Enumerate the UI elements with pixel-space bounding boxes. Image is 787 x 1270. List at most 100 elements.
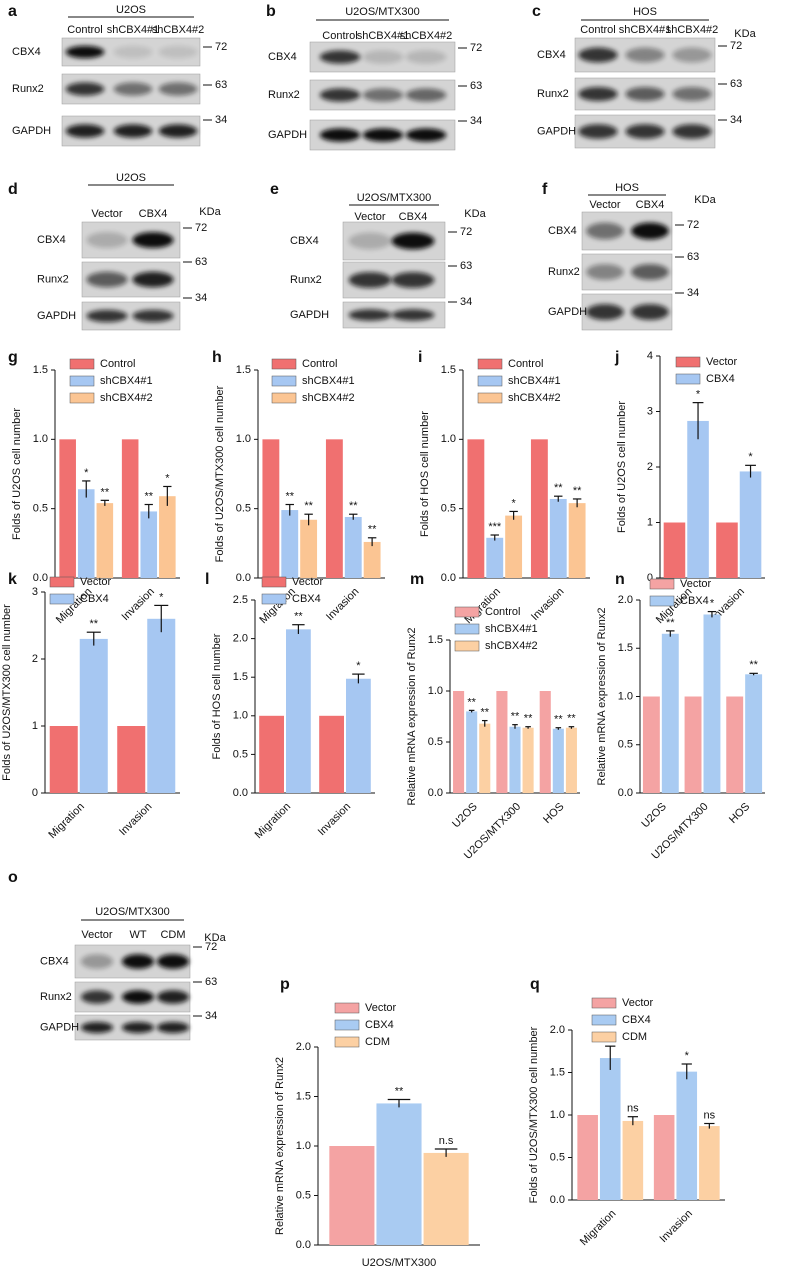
band [80, 990, 114, 1004]
legend-swatch [649, 595, 675, 607]
lane-label: CDM [160, 929, 185, 941]
significance-label: ** [567, 713, 576, 725]
bar [344, 516, 362, 578]
bar [703, 614, 721, 793]
band [578, 124, 618, 139]
y-tick-label: 1.0 [428, 685, 443, 697]
bar [423, 1152, 469, 1245]
unit-label: KDa [199, 206, 221, 218]
legend-label: shCBX4#2 [302, 392, 355, 404]
y-tick-label: 2 [647, 461, 653, 473]
legend-swatch [69, 358, 95, 370]
panel-letter: p [280, 976, 290, 993]
y-axis-label: Folds of U2OS/MTX300 cell number [214, 385, 226, 562]
legend-swatch [271, 358, 297, 370]
y-tick-label: 1.5 [33, 364, 48, 376]
bar [96, 503, 114, 578]
lane-label: CBX4 [139, 208, 168, 220]
legend-swatch [591, 997, 617, 1009]
panel-letter: a [8, 3, 17, 20]
panel-letter: m [410, 571, 424, 588]
row-label: CBX4 [548, 225, 577, 237]
panel-letter: k [8, 571, 17, 588]
band [672, 124, 712, 139]
marker-label: 72 [195, 222, 207, 234]
band [362, 50, 404, 64]
bar [467, 439, 485, 578]
x-tick-label: Migration [257, 586, 297, 626]
marker-label: 72 [470, 42, 482, 54]
row-label: Runx2 [537, 88, 569, 100]
blot-header: U2OS [116, 4, 146, 16]
band [158, 45, 198, 59]
band [348, 232, 392, 250]
bar [653, 1115, 675, 1200]
band [578, 86, 618, 102]
band [405, 128, 447, 142]
row-label: GAPDH [548, 306, 587, 318]
significance-label: ** [749, 659, 758, 671]
legend-swatch [261, 593, 287, 605]
significance-label: ** [573, 485, 582, 497]
legend-swatch [675, 373, 701, 385]
y-tick-label: 0.0 [233, 787, 248, 799]
unit-label: KDa [204, 932, 226, 944]
significance-label: ** [511, 711, 520, 723]
lane-label: Control [67, 24, 102, 36]
legend-label: shCBX4#1 [302, 375, 355, 387]
marker-label: 63 [215, 79, 227, 91]
bar [568, 503, 586, 578]
band [631, 222, 669, 240]
marker-label: 34 [195, 292, 207, 304]
lane-label: Control [322, 30, 357, 42]
row-label: GAPDH [290, 309, 329, 321]
y-tick-label: 2.0 [233, 633, 248, 645]
lane-label: Vector [354, 211, 386, 223]
bar [684, 696, 702, 793]
row-label: GAPDH [268, 129, 307, 141]
x-tick-label: U2OS/MTX300 [362, 1257, 437, 1269]
unit-label: KDa [464, 208, 486, 220]
x-tick-label: Invasion [657, 1208, 694, 1245]
band [132, 271, 174, 288]
lane-label: shCBX4#2 [152, 24, 205, 36]
row-label: Runx2 [12, 83, 44, 95]
legend-swatch [454, 606, 480, 618]
legend-label: shCBX4#2 [485, 640, 538, 652]
significance-label: ** [144, 490, 153, 502]
legend-swatch [454, 640, 480, 652]
x-tick-label: Invasion [529, 586, 566, 623]
row-label: CBX4 [537, 49, 566, 61]
band [672, 47, 712, 63]
legend-label: Control [100, 358, 135, 370]
band [86, 271, 128, 288]
significance-label: * [356, 660, 361, 672]
bar [642, 696, 660, 793]
significance-label: * [84, 467, 89, 479]
panel-letter: b [266, 3, 276, 20]
marker-label: 72 [215, 41, 227, 53]
y-tick-label: 0.5 [441, 503, 456, 515]
y-tick-label: 1.0 [296, 1140, 311, 1152]
significance-label: * [710, 597, 715, 609]
panel-letter: f [542, 181, 548, 198]
bar [699, 1126, 720, 1200]
y-tick-label: 3 [647, 405, 653, 417]
unit-label: KDa [694, 194, 716, 206]
significance-label: ns [704, 1109, 716, 1121]
bar [466, 711, 478, 793]
legend-swatch [477, 375, 503, 387]
bar [496, 691, 508, 793]
lane-label: shCBX4#1 [107, 24, 160, 36]
y-tick-label: 1.5 [428, 634, 443, 646]
significance-label: *** [488, 521, 502, 533]
significance-label: ** [554, 714, 563, 726]
significance-label: ** [101, 486, 110, 498]
band [80, 954, 114, 969]
y-tick-label: 0 [647, 572, 653, 584]
panel-letter: e [270, 181, 279, 198]
bar [599, 1058, 621, 1200]
row-label: CBX4 [290, 235, 319, 247]
legend-label: CBX4 [706, 373, 735, 385]
